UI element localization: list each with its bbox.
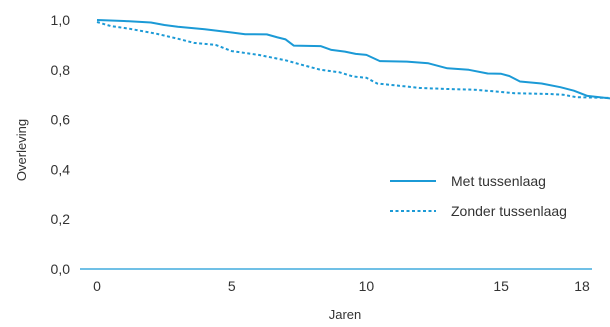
series-line-zonder-tussenlaag [96, 21, 610, 99]
y-tick-label: 0,6 [51, 112, 71, 128]
x-tick-label: 5 [228, 278, 236, 294]
y-tick-label: 0,2 [51, 211, 71, 227]
x-tick-label: 10 [359, 278, 375, 294]
x-tick-label: 15 [493, 278, 509, 294]
y-tick-label: 0,4 [51, 161, 71, 177]
y-tick-label: 0,8 [51, 62, 71, 78]
x-tick-label: 18 [574, 278, 590, 294]
series-layer [96, 19, 610, 100]
series-line-met-tussenlaag [96, 19, 610, 100]
legend-label-zonder-tussenlaag: Zonder tussenlaag [451, 203, 567, 219]
y-tick-label: 1,0 [51, 12, 71, 28]
x-tick-label: 0 [93, 278, 101, 294]
legend-label-met-tussenlaag: Met tussenlaag [451, 173, 546, 189]
legend: Met tussenlaag Zonder tussenlaag [390, 173, 567, 219]
x-axis-ticks: 0 5 10 15 18 [93, 278, 590, 294]
x-axis-label: Jaren [329, 307, 362, 322]
y-tick-label: 0,0 [51, 261, 71, 277]
y-axis-ticks: 0,0 0,2 0,4 0,6 0,8 1,0 [51, 12, 71, 277]
y-axis-label: Overleving [14, 119, 29, 181]
